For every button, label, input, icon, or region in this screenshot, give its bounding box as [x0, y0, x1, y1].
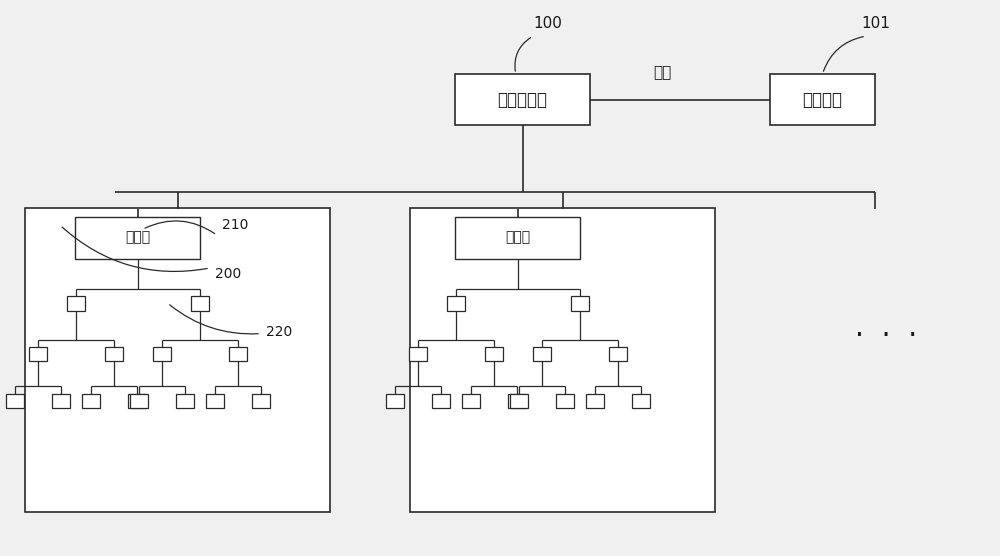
Bar: [190, 296, 208, 311]
Text: 集中器: 集中器: [125, 231, 150, 245]
Bar: [105, 347, 123, 361]
Bar: [571, 296, 589, 311]
Bar: [29, 347, 47, 361]
Bar: [485, 347, 503, 361]
Bar: [152, 347, 170, 361]
Bar: [410, 208, 715, 512]
Text: 100: 100: [534, 16, 562, 31]
Bar: [770, 74, 875, 125]
Text: 处理服务器: 处理服务器: [498, 91, 548, 108]
Bar: [82, 394, 100, 408]
Bar: [632, 394, 650, 408]
Bar: [533, 347, 551, 361]
Bar: [609, 347, 627, 361]
Bar: [455, 217, 580, 259]
Text: 浏览器端: 浏览器端: [802, 91, 842, 108]
Bar: [6, 394, 24, 408]
Text: 220: 220: [266, 325, 292, 339]
Text: 101: 101: [862, 16, 890, 31]
Bar: [386, 394, 404, 408]
Bar: [25, 208, 330, 512]
Bar: [128, 394, 146, 408]
Bar: [432, 394, 450, 408]
Text: 网络: 网络: [653, 66, 671, 81]
Bar: [228, 347, 246, 361]
Bar: [586, 394, 604, 408]
Bar: [252, 394, 270, 408]
Bar: [409, 347, 427, 361]
Bar: [508, 394, 526, 408]
Bar: [447, 296, 465, 311]
Bar: [130, 394, 148, 408]
Bar: [52, 394, 70, 408]
Text: 200: 200: [215, 266, 241, 281]
Text: ·  ·  ·: · · ·: [855, 322, 917, 350]
Bar: [455, 74, 590, 125]
Text: 集中器: 集中器: [505, 231, 530, 245]
Bar: [67, 296, 85, 311]
Bar: [75, 217, 200, 259]
Bar: [556, 394, 574, 408]
Bar: [462, 394, 480, 408]
Bar: [206, 394, 224, 408]
Bar: [510, 394, 528, 408]
Bar: [176, 394, 194, 408]
Text: 210: 210: [222, 219, 248, 232]
